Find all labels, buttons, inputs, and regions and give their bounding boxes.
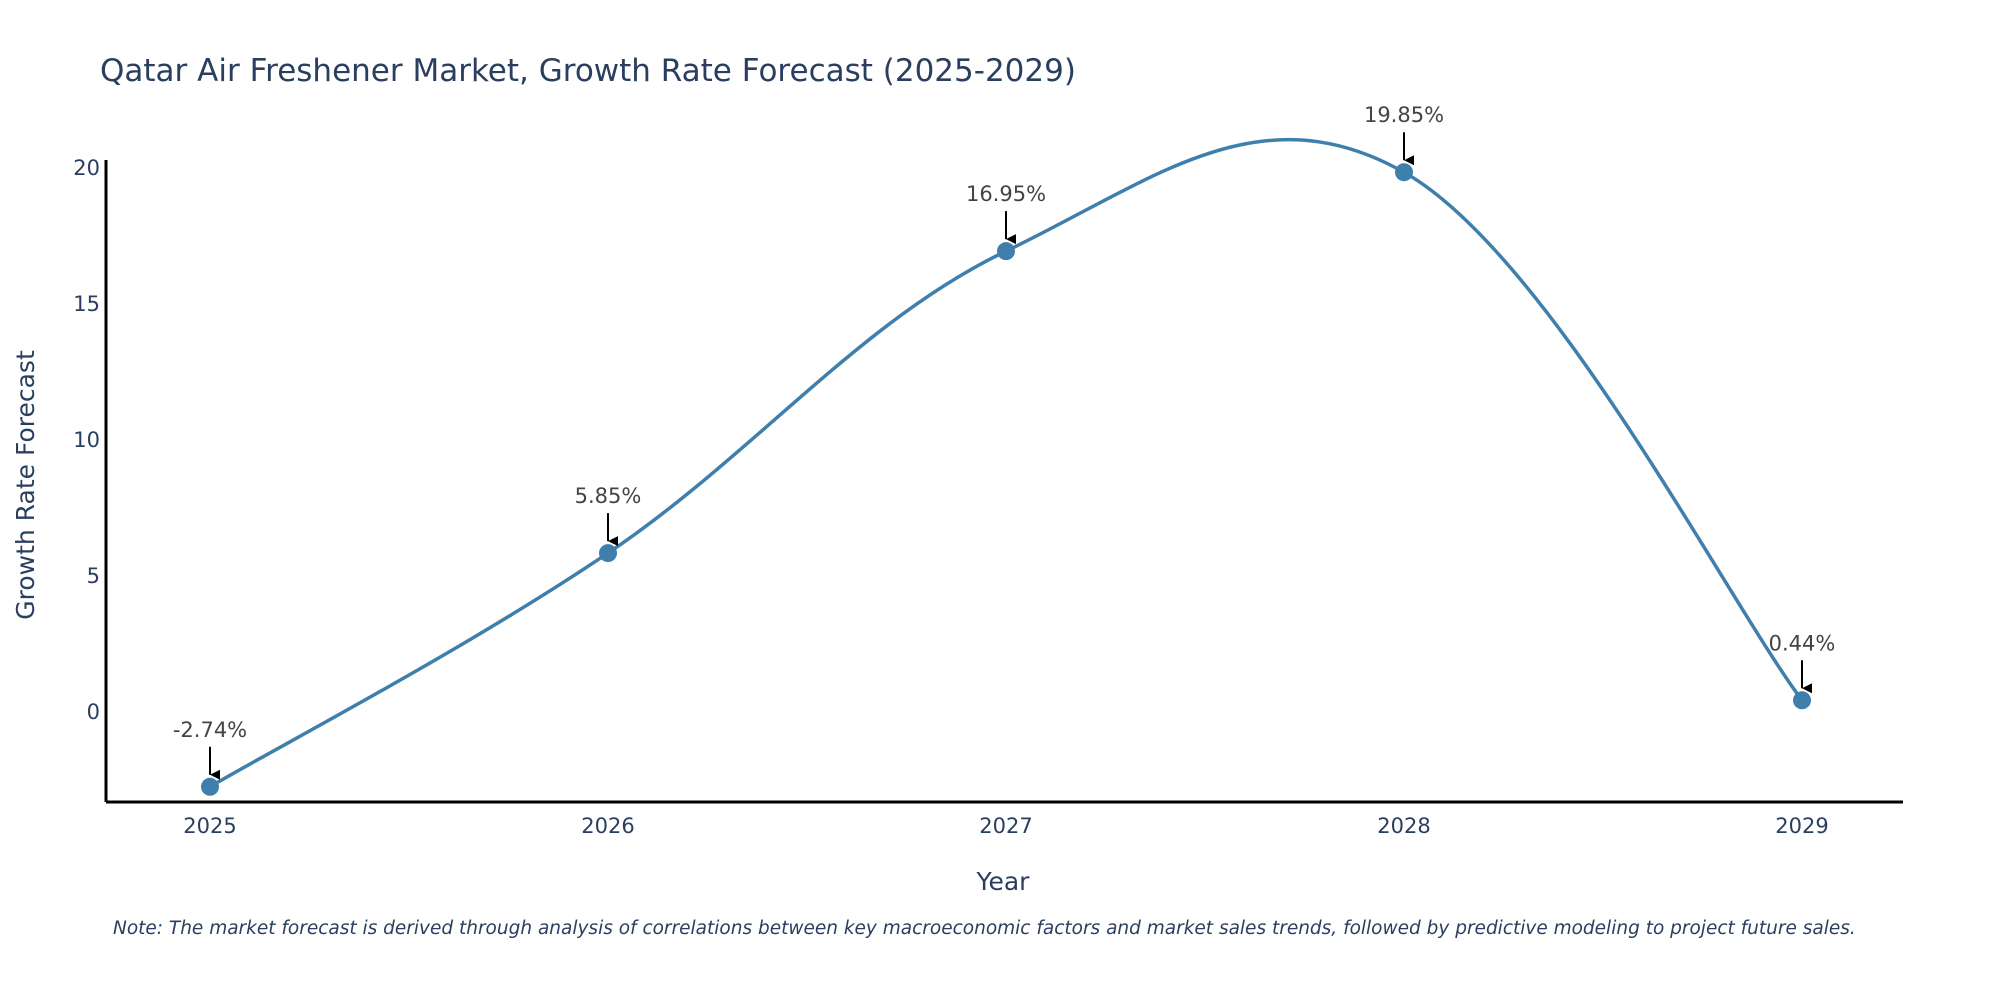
y-axis-title: Growth Rate Forecast <box>11 350 40 620</box>
data-label: 5.85% <box>575 484 642 508</box>
data-point[interactable] <box>1793 691 1811 710</box>
data-point[interactable] <box>997 242 1015 261</box>
y-tick-label: 20 <box>73 156 100 180</box>
series-line <box>209 137 1804 789</box>
data-point[interactable] <box>599 544 617 563</box>
data-point[interactable] <box>1395 163 1413 182</box>
chart-title: Qatar Air Freshener Market, Growth Rate … <box>100 53 1076 89</box>
footnote: Note: The market forecast is derived thr… <box>113 918 1856 939</box>
data-label: 0.44% <box>1769 631 1836 655</box>
data-label: 19.85% <box>1364 103 1444 127</box>
x-tick-label: 2027 <box>979 814 1032 838</box>
x-tick-label: 2028 <box>1377 814 1430 838</box>
data-label: 16.95% <box>966 182 1046 206</box>
x-tick-label: 2026 <box>581 814 634 838</box>
y-tick-label: 5 <box>87 564 100 588</box>
plot-area: 0 5 10 15 20 2025 2026 2027 2028 2029 -2.74% 5.85% 1… <box>73 103 1903 838</box>
data-label: -2.74% <box>173 718 247 742</box>
y-tick-label: 0 <box>87 700 100 724</box>
y-tick-label: 10 <box>73 428 100 452</box>
x-axis-title: Year <box>976 867 1031 896</box>
x-tick-label: 2029 <box>1775 814 1828 838</box>
y-tick-label: 15 <box>73 292 100 316</box>
x-tick-label: 2025 <box>183 814 236 838</box>
data-point[interactable] <box>201 777 219 796</box>
